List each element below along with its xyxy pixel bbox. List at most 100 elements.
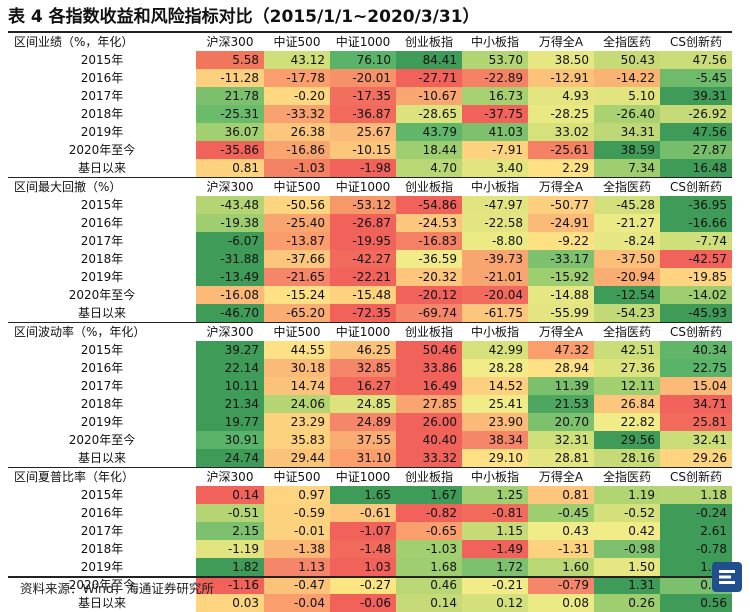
value-cell: -9.22 xyxy=(528,232,594,250)
value-cell: 26.84 xyxy=(594,395,660,413)
column-header: 沪深300 xyxy=(196,177,264,196)
value-cell: 76.10 xyxy=(330,51,396,69)
value-cell: -28.65 xyxy=(396,105,462,123)
value-cell: -43.48 xyxy=(196,196,264,214)
value-cell: 44.55 xyxy=(264,341,330,359)
value-cell: -21.01 xyxy=(462,268,528,286)
value-cell: -1.03 xyxy=(396,540,462,558)
value-cell: -69.74 xyxy=(396,304,462,323)
table-row: 2020年至今 30.91 35.83 37.55 40.40 38.34 32.31 29.… xyxy=(8,431,732,449)
value-cell: -13.87 xyxy=(264,232,330,250)
value-cell: 20.70 xyxy=(528,413,594,431)
value-cell: -0.47 xyxy=(264,576,330,594)
column-header: 沪深300 xyxy=(196,33,264,51)
value-cell: 1.31 xyxy=(594,576,660,594)
value-cell: 0.14 xyxy=(196,486,264,504)
value-cell: -0.59 xyxy=(264,504,330,522)
value-cell: -35.86 xyxy=(196,141,264,159)
row-label: 2016年 xyxy=(80,71,124,85)
value-cell: 1.72 xyxy=(462,558,528,576)
value-cell: -8.24 xyxy=(594,232,660,250)
column-header: 万得全A xyxy=(528,33,594,51)
value-cell: 32.85 xyxy=(330,359,396,377)
value-cell: -0.01 xyxy=(264,522,330,540)
value-cell: 5.10 xyxy=(594,87,660,105)
value-cell: 11.39 xyxy=(528,377,594,395)
table-row: 2018年 -1.19 -1.38 -1.48 -1.03 -1.49 -1.31 -0.98… xyxy=(8,540,732,558)
value-cell: -20.32 xyxy=(396,268,462,286)
value-cell: -10.67 xyxy=(396,87,462,105)
value-cell: -42.27 xyxy=(330,250,396,268)
value-cell: 1.82 xyxy=(196,558,264,576)
table-row: 2016年 22.14 30.18 32.85 33.86 28.28 28.94 27.36… xyxy=(8,359,732,377)
value-cell: -45.28 xyxy=(594,196,660,214)
column-header: 沪深300 xyxy=(196,322,264,341)
value-cell: 14.52 xyxy=(462,377,528,395)
section-title: 区间业绩（%，年化） xyxy=(8,33,196,51)
value-cell: 27.87 xyxy=(660,141,732,159)
row-label: 2020年至今 xyxy=(68,433,136,447)
table-row: 2017年 2.15 -0.01 -1.07 -0.65 1.15 0.43 0.42 2.61 xyxy=(8,522,732,540)
value-cell: 19.77 xyxy=(196,413,264,431)
value-cell: -14.02 xyxy=(660,286,732,304)
row-label: 2017年 xyxy=(80,89,124,103)
value-cell: 28.94 xyxy=(528,359,594,377)
value-cell: 33.02 xyxy=(528,123,594,141)
value-cell: -16.08 xyxy=(196,286,264,304)
value-cell: 4.93 xyxy=(528,87,594,105)
value-cell: -7.74 xyxy=(660,232,732,250)
value-cell: -26.40 xyxy=(594,105,660,123)
value-cell: 43.79 xyxy=(396,123,462,141)
row-label: 基日以来 xyxy=(77,451,126,465)
value-cell: 39.27 xyxy=(196,341,264,359)
row-label: 2018年 xyxy=(80,107,124,121)
value-cell: -36.87 xyxy=(330,105,396,123)
value-cell: -5.45 xyxy=(660,69,732,87)
column-header: CS创新药 xyxy=(660,177,732,196)
section-title: 区间波动率（%，年化） xyxy=(8,322,196,341)
row-label: 2015年 xyxy=(80,343,124,357)
value-cell: 16.27 xyxy=(330,377,396,395)
value-cell: -54.86 xyxy=(396,196,462,214)
value-cell: -14.88 xyxy=(528,286,594,304)
table-row: 2015年 0.14 0.97 1.65 1.67 1.25 0.81 1.19 1.18 xyxy=(8,486,732,504)
table-row: 2019年 -13.49 -21.65 -22.21 -20.32 -21.01 -15.9… xyxy=(8,268,732,286)
value-cell: 36.07 xyxy=(196,123,264,141)
row-label: 2019年 xyxy=(80,125,124,139)
value-cell: 26.38 xyxy=(264,123,330,141)
value-cell: 18.44 xyxy=(396,141,462,159)
value-cell: -0.27 xyxy=(330,576,396,594)
value-cell: 29.10 xyxy=(462,449,528,468)
value-cell: 0.42 xyxy=(594,522,660,540)
value-cell: -33.17 xyxy=(528,250,594,268)
column-header: 中小板指 xyxy=(462,467,528,486)
value-cell: -25.40 xyxy=(264,214,330,232)
value-cell: 16.49 xyxy=(396,377,462,395)
value-cell: -55.99 xyxy=(528,304,594,323)
column-header: 全指医药 xyxy=(594,33,660,51)
column-header: 万得全A xyxy=(528,322,594,341)
value-cell: 27.85 xyxy=(396,395,462,413)
value-cell: -0.82 xyxy=(396,504,462,522)
value-cell: 47.56 xyxy=(660,51,732,69)
value-cell: 24.85 xyxy=(330,395,396,413)
value-cell: 1.60 xyxy=(528,558,594,576)
value-cell: 38.34 xyxy=(462,431,528,449)
value-cell: -19.95 xyxy=(330,232,396,250)
value-cell: -12.91 xyxy=(528,69,594,87)
value-cell: 26.00 xyxy=(396,413,462,431)
section-title: 区间夏普比率（年化） xyxy=(8,467,196,486)
value-cell: -45.93 xyxy=(660,304,732,323)
value-cell: -24.91 xyxy=(528,214,594,232)
value-cell: -0.79 xyxy=(528,576,594,594)
value-cell: -16.86 xyxy=(264,141,330,159)
value-cell: -61.75 xyxy=(462,304,528,323)
value-cell: -0.20 xyxy=(264,87,330,105)
value-cell: -1.03 xyxy=(264,159,330,178)
value-cell: -0.81 xyxy=(462,504,528,522)
row-label: 2015年 xyxy=(80,198,124,212)
value-cell: 4.70 xyxy=(396,159,462,178)
value-cell: -37.66 xyxy=(264,250,330,268)
section-header-row: 区间业绩（%，年化） 沪深300 中证500 中证1000 创业板指 中小板指 万得全A 全指… xyxy=(8,33,732,51)
value-cell: -25.31 xyxy=(196,105,264,123)
